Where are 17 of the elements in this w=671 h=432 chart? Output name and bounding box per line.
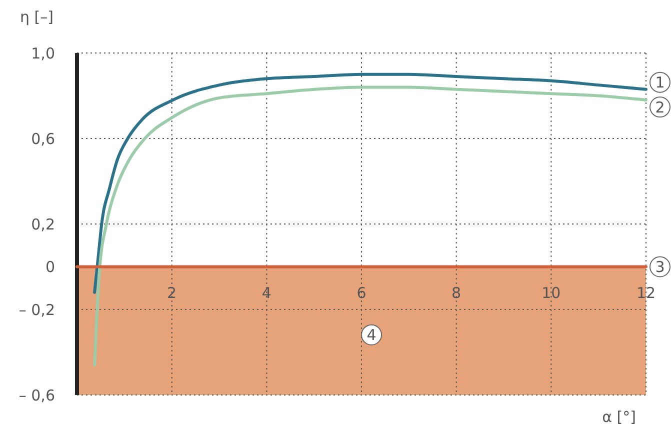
y-tick-label: 1,0 [31,44,55,62]
x-tick-label: 8 [452,284,462,302]
y-tick-label: – 0,6 [18,386,55,404]
x-tick-label: 10 [542,284,561,302]
x-tick-label: 12 [636,284,656,302]
y-tick-label: 0,2 [31,215,55,234]
band-label: 4 [366,326,376,344]
y-tick-label: 0 [45,258,55,276]
series-label: 2 [655,98,665,116]
x-tick-label: 2 [167,284,177,302]
x-tick-label: 4 [262,284,272,302]
x-axis-title: α [°] [602,408,636,426]
y-tick-label: 0,6 [31,130,55,148]
y-tick-label: – 0,2 [18,300,55,319]
y-axis-title: η [–] [20,8,54,26]
series-label: 1 [655,74,665,92]
series-label: 3 [655,258,665,276]
